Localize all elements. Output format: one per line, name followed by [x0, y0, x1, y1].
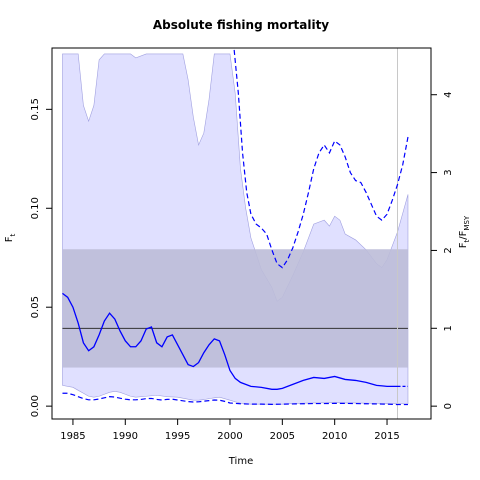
- y-axis-label-base: F: [4, 236, 15, 242]
- lower-dashed-line: [62, 392, 408, 406]
- y-tick-label: 0.00: [30, 395, 41, 417]
- x-tick-label: 2000: [217, 431, 242, 442]
- y2-axis-label-sep: /F: [458, 230, 469, 239]
- x-tick-label: 2010: [322, 431, 347, 442]
- x-tick-label: 2015: [374, 431, 399, 442]
- fmsy-confidence-band: [62, 249, 408, 368]
- y-tick-label: 0.10: [30, 197, 41, 219]
- x-axis: 1985 1990 1995 2000 2005 2010 2015: [60, 419, 400, 442]
- estimate-line: [62, 292, 398, 390]
- y2-axis-label-sub: t: [463, 239, 471, 242]
- y2-tick-label: 2: [443, 247, 454, 253]
- plot-frame: [51, 47, 432, 420]
- y-axis-label: Ft: [4, 233, 17, 242]
- y2-tick-label: 1: [443, 325, 454, 331]
- x-tick-label: 1995: [165, 431, 190, 442]
- y-axis-label-sub: t: [9, 233, 17, 236]
- y2-tick-label: 3: [443, 169, 454, 175]
- y-axis: 0.00 0.05 0.10 0.15: [30, 98, 52, 417]
- x-tick-label: 2005: [270, 431, 295, 442]
- x-tick-label: 1985: [60, 431, 85, 442]
- y2-axis-label-base: F: [458, 242, 469, 248]
- upper-dashed-line: [233, 49, 409, 269]
- y-tick-label: 0.05: [30, 296, 41, 318]
- y2-axis-label: Ft/FMSY: [458, 215, 471, 248]
- y2-tick-label: 4: [443, 92, 454, 98]
- chart-title: Absolute fishing mortality: [153, 18, 329, 32]
- y2-tick-label: 0: [443, 403, 454, 409]
- y-tick-label: 0.15: [30, 98, 41, 120]
- y2-axis-label-sub2: MSY: [463, 215, 471, 230]
- x-tick-label: 1990: [113, 431, 138, 442]
- y2-axis: 0 1 2 3 4: [431, 92, 454, 409]
- plot-area: [62, 48, 409, 419]
- x-axis-label: Time: [228, 456, 253, 467]
